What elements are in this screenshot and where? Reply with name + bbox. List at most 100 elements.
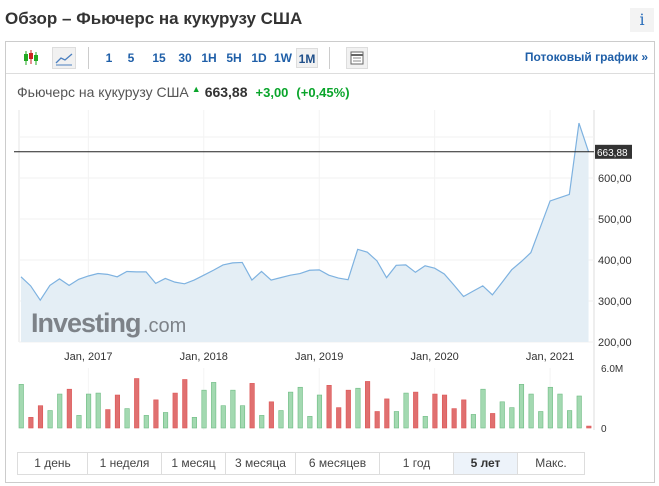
- volume-bar: [528, 393, 534, 429]
- range-button[interactable]: Макс.: [535, 456, 567, 470]
- range-button[interactable]: 1 неделя: [88, 453, 162, 474]
- price-chart[interactable]: Jan, 2017 Jan, 2018 Jan, 2019 Jan, 2020 Jan,…: [6, 42, 654, 442]
- interval-5[interactable]: 5: [127, 51, 135, 65]
- page-title: Обзор – Фьючерс на кукурузу США: [5, 9, 303, 28]
- volume-bar: [567, 410, 573, 429]
- volume-bar: [432, 393, 438, 429]
- volume-bar: [259, 415, 265, 429]
- volume-bar: [451, 408, 457, 429]
- price-line: [20, 122, 590, 302]
- volume-bar: [393, 411, 399, 429]
- y-tick-label: 600,00: [598, 173, 632, 185]
- interval-1M[interactable]: 1M: [296, 48, 318, 68]
- candlestick-chart-button[interactable]: [20, 48, 42, 68]
- volume-tick-label: 0: [601, 424, 607, 435]
- candlestick-icon: [24, 50, 38, 65]
- volume-bar: [153, 399, 159, 429]
- volume-bar: [95, 392, 101, 429]
- volume-bar: [326, 385, 332, 429]
- volume-bar: [374, 411, 380, 429]
- interval-1D[interactable]: 1D: [251, 51, 267, 65]
- volume-bar: [124, 408, 130, 429]
- volume-bar: [490, 413, 496, 429]
- volume-bar: [586, 425, 592, 429]
- range-button[interactable]: 6 месяцев: [296, 453, 380, 474]
- up-arrow-icon: ▲: [191, 84, 201, 94]
- volume-bar: [288, 391, 294, 429]
- volume-bar: [461, 399, 467, 429]
- volume-bar: [220, 405, 226, 429]
- time-range-selector: 1 день 1 неделя 1 месяц 3 месяца 6 месяцев 1 …: [17, 452, 585, 475]
- line-chart-button[interactable]: [52, 47, 76, 69]
- last-price-label: 663,88: [597, 148, 628, 159]
- investing-logo-suffix: .com: [143, 315, 186, 337]
- x-tick-label: Jan, 2021: [526, 351, 574, 363]
- volume-bar: [470, 414, 476, 429]
- volume-bar: [172, 392, 178, 429]
- volume-bar: [86, 393, 92, 429]
- x-tick-label: Jan, 2019: [295, 351, 343, 363]
- divider: [88, 47, 89, 69]
- x-tick-label: Jan, 2017: [64, 351, 112, 363]
- volume-tick-label: 6.0M: [601, 364, 623, 375]
- volume-bar: [413, 391, 419, 429]
- volume-bar: [547, 386, 553, 429]
- investing-logo: Investing: [31, 308, 141, 338]
- volume-bar: [57, 393, 63, 429]
- price-change-percent: (+0,45%): [296, 85, 350, 100]
- volume-bar: [114, 394, 120, 429]
- volume-bar: [134, 378, 140, 429]
- x-tick-label: Jan, 2018: [180, 351, 228, 363]
- range-button[interactable]: 1 год: [380, 453, 454, 474]
- volume-bar: [249, 383, 255, 429]
- volume-bar: [518, 384, 525, 429]
- last-price: 663,88: [204, 84, 248, 100]
- price-change: +3,00: [255, 85, 289, 100]
- volume-bar: [316, 394, 323, 429]
- volume-bar: [422, 416, 428, 429]
- volume-bar: [163, 412, 169, 429]
- range-button[interactable]: 1 месяц: [162, 453, 226, 474]
- volume-bar: [480, 388, 486, 429]
- y-tick-label: 500,00: [598, 214, 632, 226]
- volume-bar: [384, 398, 390, 429]
- volume-bar: [201, 389, 207, 429]
- y-tick-label: 400,00: [598, 255, 632, 267]
- table-icon: [350, 51, 364, 65]
- divider: [329, 47, 330, 69]
- range-button[interactable]: 3 месяца: [226, 453, 296, 474]
- range-button[interactable]: 1 день: [18, 453, 88, 474]
- volume-bar: [143, 415, 149, 429]
- volume-bar: [47, 410, 53, 429]
- streaming-chart-link[interactable]: Потоковый график »: [524, 50, 648, 64]
- chart-widget: 1 5 15 30 1H 5H 1D 1W 1M Потоковый график » Фьюч…: [5, 41, 655, 483]
- volume-bar: [499, 401, 505, 429]
- interval-30[interactable]: 30: [178, 51, 192, 65]
- volume-bar: [576, 395, 582, 429]
- last-price-badge: [595, 144, 632, 159]
- instrument-name: Фьючерс на кукурузу США: [17, 84, 189, 100]
- interval-1H[interactable]: 1H: [201, 51, 217, 65]
- volume-bar: [307, 416, 313, 429]
- interval-1[interactable]: 1: [105, 51, 113, 65]
- interval-1W[interactable]: 1W: [274, 51, 292, 65]
- interval-5H[interactable]: 5H: [226, 51, 242, 65]
- x-tick-label: Jan, 2020: [410, 351, 458, 363]
- info-button[interactable]: i: [630, 8, 654, 32]
- volume-bar: [538, 411, 544, 429]
- chart-toolbar: 1 5 15 30 1H 5H 1D 1W 1M Потоковый график »: [6, 42, 654, 74]
- volume-bar: [28, 417, 34, 429]
- volume-bar: [230, 389, 236, 429]
- price-area: [21, 123, 589, 342]
- range-button[interactable]: 5 лет: [454, 453, 518, 474]
- table-view-button[interactable]: [346, 47, 368, 69]
- volume-bar: [66, 388, 72, 429]
- volume-bar: [191, 417, 197, 429]
- interval-15[interactable]: 15: [152, 51, 166, 65]
- volume-bar: [557, 393, 563, 429]
- volume-bar: [37, 405, 44, 429]
- y-tick-label: 300,00: [598, 296, 632, 308]
- volume-bar: [105, 409, 111, 429]
- volume-bar: [403, 392, 409, 429]
- volume-bar: [365, 381, 371, 429]
